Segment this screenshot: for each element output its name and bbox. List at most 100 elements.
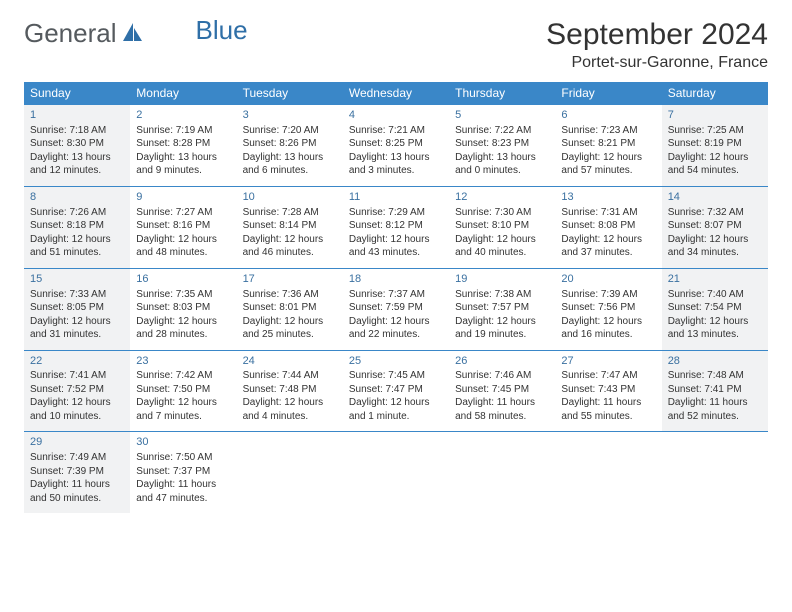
daylight-text: and 7 minutes.	[136, 410, 230, 424]
sunset-text: Sunset: 7:41 PM	[668, 383, 762, 397]
sunrise-text: Sunrise: 7:31 AM	[561, 206, 655, 220]
daylight-text: Daylight: 12 hours	[668, 151, 762, 165]
sunset-text: Sunset: 7:52 PM	[30, 383, 124, 397]
day-number: 10	[243, 190, 337, 205]
sunset-text: Sunset: 7:39 PM	[30, 465, 124, 479]
day-number: 8	[30, 190, 124, 205]
sunset-text: Sunset: 7:43 PM	[561, 383, 655, 397]
day-number: 22	[30, 354, 124, 369]
day-cell: 25Sunrise: 7:45 AMSunset: 7:47 PMDayligh…	[343, 350, 449, 432]
day-number: 3	[243, 108, 337, 123]
day-number: 20	[561, 272, 655, 287]
logo-text-general: General	[24, 18, 117, 49]
sunrise-text: Sunrise: 7:39 AM	[561, 288, 655, 302]
day-cell: 30Sunrise: 7:50 AMSunset: 7:37 PMDayligh…	[130, 432, 236, 513]
daylight-text: Daylight: 12 hours	[349, 233, 443, 247]
daylight-text: and 22 minutes.	[349, 328, 443, 342]
daylight-text: and 12 minutes.	[30, 164, 124, 178]
daylight-text: and 54 minutes.	[668, 164, 762, 178]
day-cell: 11Sunrise: 7:29 AMSunset: 8:12 PMDayligh…	[343, 186, 449, 268]
daylight-text: and 0 minutes.	[455, 164, 549, 178]
logo-text-blue: Blue	[196, 15, 248, 46]
daylight-text: Daylight: 12 hours	[455, 233, 549, 247]
sunrise-text: Sunrise: 7:49 AM	[30, 451, 124, 465]
sunset-text: Sunset: 7:37 PM	[136, 465, 230, 479]
sunrise-text: Sunrise: 7:18 AM	[30, 124, 124, 138]
daylight-text: Daylight: 11 hours	[30, 478, 124, 492]
sunrise-text: Sunrise: 7:45 AM	[349, 369, 443, 383]
daylight-text: Daylight: 13 hours	[243, 151, 337, 165]
day-cell: 1Sunrise: 7:18 AMSunset: 8:30 PMDaylight…	[24, 105, 130, 187]
sunset-text: Sunset: 7:54 PM	[668, 301, 762, 315]
daylight-text: Daylight: 12 hours	[668, 315, 762, 329]
daylight-text: Daylight: 12 hours	[349, 396, 443, 410]
daylight-text: Daylight: 12 hours	[561, 233, 655, 247]
sunset-text: Sunset: 8:19 PM	[668, 137, 762, 151]
day-cell: 17Sunrise: 7:36 AMSunset: 8:01 PMDayligh…	[237, 268, 343, 350]
sunrise-text: Sunrise: 7:22 AM	[455, 124, 549, 138]
calendar-table: Sunday Monday Tuesday Wednesday Thursday…	[24, 82, 768, 513]
day-number: 9	[136, 190, 230, 205]
daylight-text: and 46 minutes.	[243, 246, 337, 260]
day-number: 6	[561, 108, 655, 123]
daylight-text: Daylight: 12 hours	[455, 315, 549, 329]
day-number: 14	[668, 190, 762, 205]
day-cell	[237, 432, 343, 513]
week-row: 8Sunrise: 7:26 AMSunset: 8:18 PMDaylight…	[24, 186, 768, 268]
day-cell: 27Sunrise: 7:47 AMSunset: 7:43 PMDayligh…	[555, 350, 661, 432]
sunrise-text: Sunrise: 7:46 AM	[455, 369, 549, 383]
day-number: 7	[668, 108, 762, 123]
day-cell: 14Sunrise: 7:32 AMSunset: 8:07 PMDayligh…	[662, 186, 768, 268]
sunrise-text: Sunrise: 7:32 AM	[668, 206, 762, 220]
daylight-text: and 40 minutes.	[455, 246, 549, 260]
sunrise-text: Sunrise: 7:48 AM	[668, 369, 762, 383]
day-number: 11	[349, 190, 443, 205]
day-cell: 24Sunrise: 7:44 AMSunset: 7:48 PMDayligh…	[237, 350, 343, 432]
day-number: 29	[30, 435, 124, 450]
location-label: Portet-sur-Garonne, France	[546, 54, 768, 72]
daylight-text: and 50 minutes.	[30, 492, 124, 506]
sunset-text: Sunset: 7:48 PM	[243, 383, 337, 397]
sunrise-text: Sunrise: 7:33 AM	[30, 288, 124, 302]
dayhead-mon: Monday	[130, 82, 236, 105]
day-number: 19	[455, 272, 549, 287]
daylight-text: Daylight: 12 hours	[136, 233, 230, 247]
daylight-text: and 51 minutes.	[30, 246, 124, 260]
day-number: 18	[349, 272, 443, 287]
day-number: 27	[561, 354, 655, 369]
sunset-text: Sunset: 8:14 PM	[243, 219, 337, 233]
daylight-text: and 13 minutes.	[668, 328, 762, 342]
week-row: 1Sunrise: 7:18 AMSunset: 8:30 PMDaylight…	[24, 105, 768, 187]
day-cell: 28Sunrise: 7:48 AMSunset: 7:41 PMDayligh…	[662, 350, 768, 432]
sunset-text: Sunset: 8:23 PM	[455, 137, 549, 151]
header: General Blue September 2024 Portet-sur-G…	[24, 18, 768, 72]
daylight-text: Daylight: 11 hours	[455, 396, 549, 410]
daylight-text: and 31 minutes.	[30, 328, 124, 342]
daylight-text: and 10 minutes.	[30, 410, 124, 424]
daylight-text: and 6 minutes.	[243, 164, 337, 178]
week-row: 22Sunrise: 7:41 AMSunset: 7:52 PMDayligh…	[24, 350, 768, 432]
day-number: 16	[136, 272, 230, 287]
daylight-text: and 48 minutes.	[136, 246, 230, 260]
daylight-text: and 58 minutes.	[455, 410, 549, 424]
daylight-text: Daylight: 13 hours	[349, 151, 443, 165]
day-cell: 12Sunrise: 7:30 AMSunset: 8:10 PMDayligh…	[449, 186, 555, 268]
sunset-text: Sunset: 7:50 PM	[136, 383, 230, 397]
sunrise-text: Sunrise: 7:28 AM	[243, 206, 337, 220]
week-row: 29Sunrise: 7:49 AMSunset: 7:39 PMDayligh…	[24, 432, 768, 513]
day-cell: 13Sunrise: 7:31 AMSunset: 8:08 PMDayligh…	[555, 186, 661, 268]
sunrise-text: Sunrise: 7:50 AM	[136, 451, 230, 465]
day-number: 17	[243, 272, 337, 287]
dayhead-wed: Wednesday	[343, 82, 449, 105]
daylight-text: and 52 minutes.	[668, 410, 762, 424]
day-cell: 6Sunrise: 7:23 AMSunset: 8:21 PMDaylight…	[555, 105, 661, 187]
sunset-text: Sunset: 8:08 PM	[561, 219, 655, 233]
sunrise-text: Sunrise: 7:36 AM	[243, 288, 337, 302]
daylight-text: Daylight: 12 hours	[30, 233, 124, 247]
day-cell: 22Sunrise: 7:41 AMSunset: 7:52 PMDayligh…	[24, 350, 130, 432]
sunrise-text: Sunrise: 7:47 AM	[561, 369, 655, 383]
sunrise-text: Sunrise: 7:35 AM	[136, 288, 230, 302]
day-number: 2	[136, 108, 230, 123]
day-cell	[662, 432, 768, 513]
sunrise-text: Sunrise: 7:42 AM	[136, 369, 230, 383]
